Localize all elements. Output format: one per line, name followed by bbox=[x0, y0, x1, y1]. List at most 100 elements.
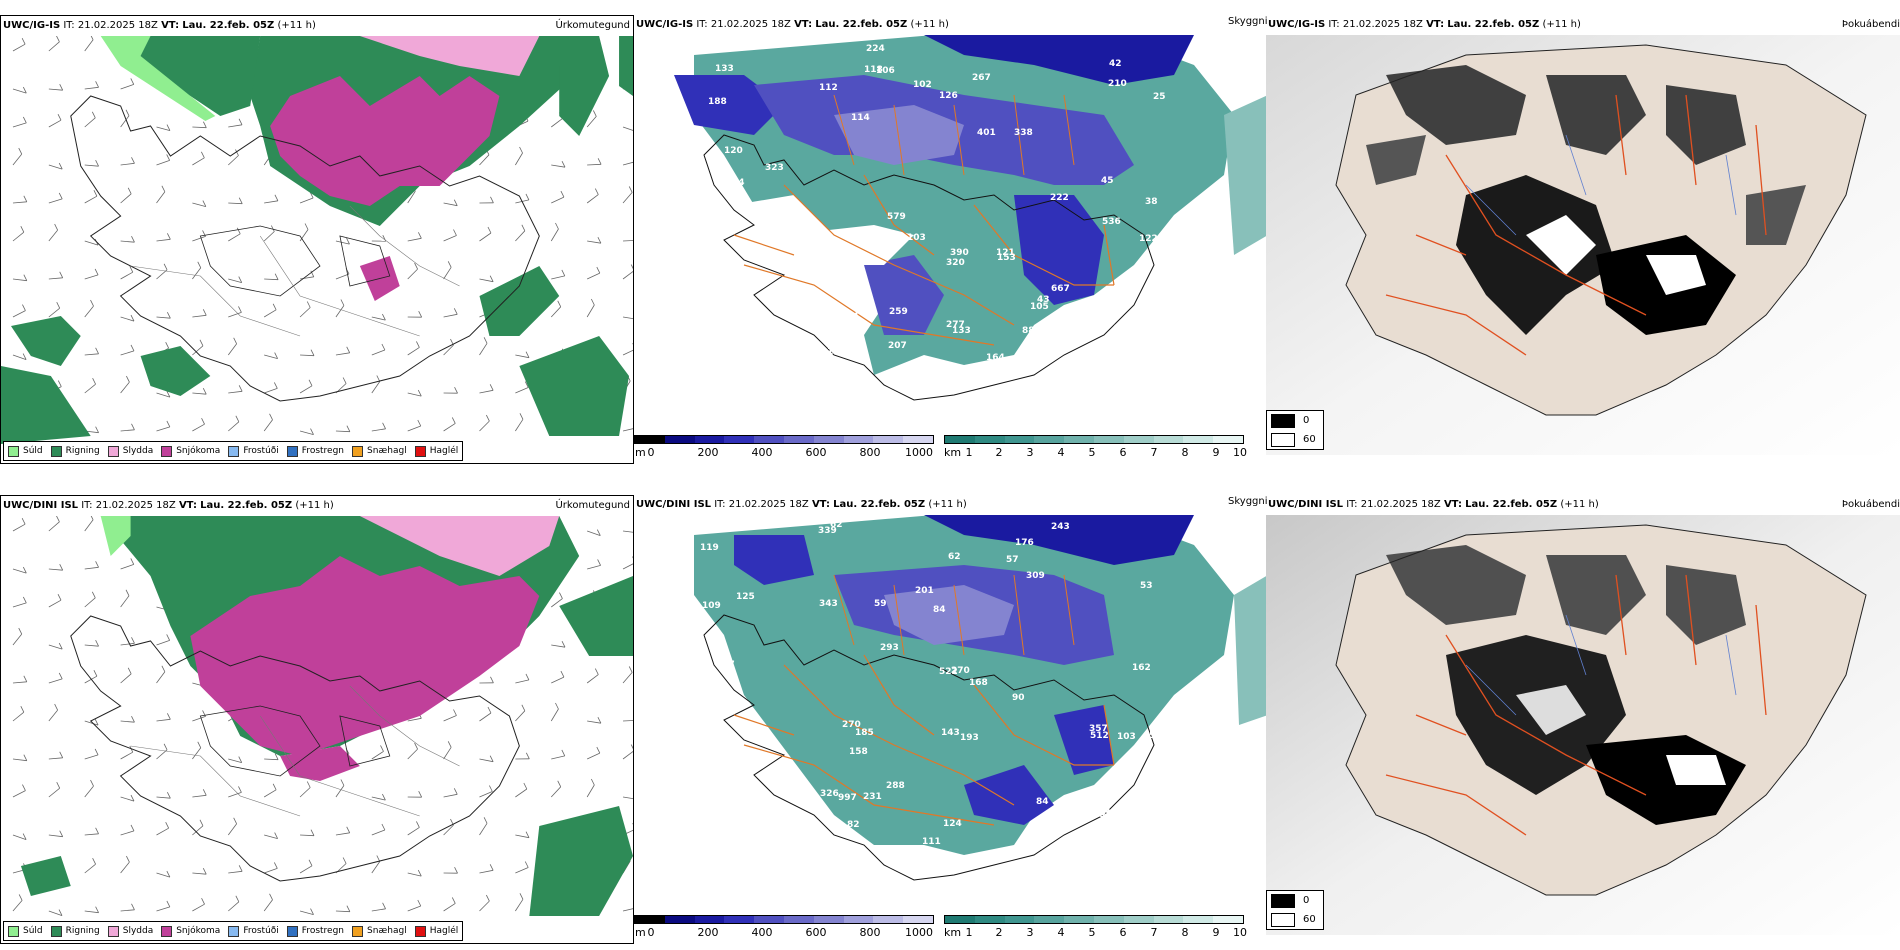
cloud-base-label: 164 bbox=[986, 353, 1005, 363]
cloud-base-label: 270 bbox=[951, 666, 970, 676]
cloud-base-label: 357 bbox=[1089, 724, 1108, 734]
fog-map bbox=[1266, 515, 1900, 935]
cloud-base-label: 197 bbox=[1089, 343, 1108, 353]
cloud-base-label: 43 bbox=[1037, 295, 1050, 305]
panel-title: UWC/IG-IS IT: 21.02.2025 18Z VT: Lau. 22… bbox=[3, 20, 316, 31]
cloud-base-label: 188 bbox=[708, 97, 727, 107]
precip-type-panel-top: UWC/IG-IS IT: 21.02.2025 18Z VT: Lau. 22… bbox=[0, 15, 634, 464]
cloud-base-label: 133 bbox=[952, 326, 971, 336]
cloud-base-label: 106 bbox=[876, 66, 895, 76]
cloud-base-label: 522 bbox=[939, 667, 958, 677]
visibility-panel-top: UWC/IG-IS IT: 21.02.2025 18Z VT: Lau. 22… bbox=[634, 15, 1268, 464]
colorbar-tick: 4 bbox=[1057, 926, 1065, 939]
colorbar-tick: 3 bbox=[1026, 926, 1034, 939]
cloud-base-label: 119 bbox=[700, 543, 719, 553]
legend-item: Haglél bbox=[414, 445, 458, 457]
colorbar-tick: 400 bbox=[751, 926, 773, 939]
legend-item: Snjókoma bbox=[161, 445, 220, 457]
cloud-base-label: 125 bbox=[736, 592, 755, 602]
cloud-base-label: 339 bbox=[818, 526, 837, 536]
cloud-base-label: 42 bbox=[1109, 59, 1122, 69]
colorbar-height bbox=[634, 435, 934, 444]
cloud-base-label: 222 bbox=[1050, 193, 1069, 203]
panel-title: UWC/IG-IS IT: 21.02.2025 18Z VT: Lau. 22… bbox=[636, 19, 949, 30]
cloud-base-label: 84 bbox=[1036, 797, 1049, 807]
fog-legend-row: 60 bbox=[1267, 430, 1323, 449]
colorbar-segment bbox=[813, 436, 844, 443]
cloud-base-label: 288 bbox=[886, 781, 905, 791]
colorbar-visibility bbox=[944, 435, 1244, 444]
colorbar-segment bbox=[1183, 436, 1214, 443]
cloud-base-label: 243 bbox=[1051, 522, 1070, 532]
colorbar-tick: 800 bbox=[859, 446, 881, 459]
colorbar-segment bbox=[1064, 916, 1094, 923]
cloud-base-label: 88 bbox=[1022, 326, 1035, 336]
panel-parameter: Úrkomutegund bbox=[555, 20, 630, 31]
legend-item: Frostregn bbox=[286, 445, 344, 457]
colorbar-unit: km bbox=[944, 446, 962, 459]
cloud-base-label: 126 bbox=[939, 91, 958, 101]
colorbar-tick: 7 bbox=[1150, 446, 1158, 459]
colorbar-tick: 3 bbox=[1026, 446, 1034, 459]
cloud-base-label: 143 bbox=[941, 728, 960, 738]
colorbar-tick: 1000 bbox=[905, 926, 933, 939]
cloud-base-label: 54 bbox=[732, 178, 745, 188]
cloud-base-label: 153 bbox=[997, 253, 1016, 263]
cloud-base-label: 118 bbox=[864, 65, 883, 75]
precip-type-panel-bottom: UWC/DINI ISL IT: 21.02.2025 18Z VT: Lau.… bbox=[0, 495, 634, 944]
colorbar-segment bbox=[1004, 436, 1035, 443]
colorbar-segment bbox=[903, 916, 933, 923]
cloud-base-label: 309 bbox=[1026, 571, 1045, 581]
colorbar-segment bbox=[903, 436, 933, 443]
legend-item: Slydda bbox=[107, 925, 153, 937]
cloud-base-label: 53 bbox=[1140, 581, 1153, 591]
cloud-base-label: 536 bbox=[1102, 217, 1121, 227]
colorbar-segment bbox=[694, 436, 725, 443]
cloud-base-label: 49 bbox=[1112, 324, 1125, 334]
cloud-base-label: 997 bbox=[838, 793, 857, 803]
colorbar-segment bbox=[664, 916, 695, 923]
colorbar-tick: 7 bbox=[1150, 926, 1158, 939]
visibility-map: 45 188 42 114 267 54 118 102 120 112 277 323 106 126 3… bbox=[634, 35, 1268, 435]
cloud-base-label: 224 bbox=[866, 44, 885, 54]
fog-legend: 0 60 bbox=[1266, 410, 1324, 450]
cloud-base-label: 667 bbox=[1051, 284, 1070, 294]
visibility-map: 62 176 53 59 84 125 119 57 109 62 201 377 339 343 522 2… bbox=[634, 515, 1268, 915]
colorbar-segment bbox=[1153, 436, 1184, 443]
panel-parameter: Þokuábendi bbox=[1841, 19, 1900, 30]
precip-type-legend: Súld Rigning Slydda Snjókoma Frostúði Fr… bbox=[3, 921, 464, 941]
colorbar-tick: 1 bbox=[965, 446, 973, 459]
fog-legend: 0 60 bbox=[1266, 890, 1324, 930]
colorbar-segment bbox=[1093, 436, 1124, 443]
cloud-base-label: 120 bbox=[724, 146, 743, 156]
fog-legend-row: 0 bbox=[1267, 891, 1323, 910]
panel-parameter: Úrkomutegund bbox=[555, 500, 630, 511]
cloud-base-label: 124 bbox=[943, 819, 962, 829]
colorbar-segment bbox=[1183, 916, 1214, 923]
cloud-base-label: 259 bbox=[889, 307, 908, 317]
cloud-base-label: 112 bbox=[819, 83, 838, 93]
cloud-base-label: 277 bbox=[688, 169, 707, 179]
precip-type-map bbox=[1, 516, 633, 924]
fog-panel-top: UWC/IG-IS IT: 21.02.2025 18Z VT: Lau. 22… bbox=[1266, 15, 1900, 464]
legend-item: Snjókoma bbox=[161, 925, 220, 937]
cloud-base-label: 62 bbox=[948, 552, 961, 562]
colorbar-segment bbox=[724, 916, 755, 923]
colorbar-segment bbox=[873, 436, 904, 443]
panel-title: UWC/DINI ISL IT: 21.02.2025 18Z VT: Lau.… bbox=[636, 499, 967, 510]
colorbar-tick: 200 bbox=[697, 926, 719, 939]
cloud-base-colorbar: m 0 200 400 600 800 1000 bbox=[634, 915, 934, 941]
colorbar-segment bbox=[1123, 436, 1154, 443]
colorbar-tick: 2 bbox=[995, 446, 1003, 459]
colorbar-tick: 0 bbox=[647, 446, 655, 459]
colorbar-segment bbox=[1034, 916, 1065, 923]
fog-legend-row: 0 bbox=[1267, 411, 1323, 430]
cloud-base-label: 105 bbox=[1030, 302, 1049, 312]
cloud-base-label: 122 bbox=[1139, 234, 1158, 244]
cloud-base-label: 401 bbox=[977, 128, 996, 138]
cloud-base-label: 168 bbox=[969, 678, 988, 688]
colorbar-segment bbox=[1034, 436, 1065, 443]
cloud-base-label: 59 bbox=[874, 599, 887, 609]
cloud-base-label: 103 bbox=[1117, 732, 1136, 742]
colorbar-segment bbox=[974, 436, 1005, 443]
